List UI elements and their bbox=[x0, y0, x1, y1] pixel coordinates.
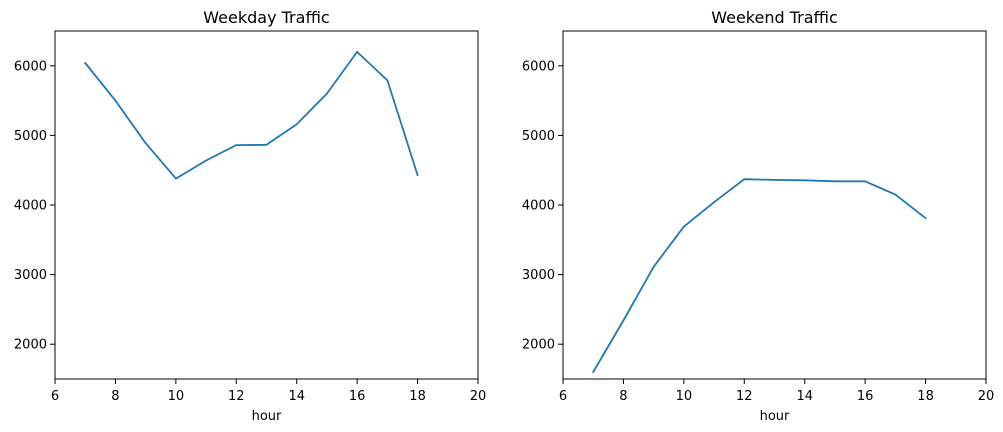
data-point bbox=[622, 319, 625, 322]
x-tick-label: 18 bbox=[409, 389, 426, 404]
y-tick-label: 4000 bbox=[14, 199, 47, 214]
data-point bbox=[144, 142, 147, 144]
data-point bbox=[592, 371, 595, 373]
x-tick-label: 12 bbox=[228, 389, 245, 404]
x-tick-label: 16 bbox=[857, 389, 874, 404]
x-tick-label: 10 bbox=[168, 389, 185, 404]
data-point bbox=[235, 144, 238, 147]
x-tick-label: 8 bbox=[111, 389, 119, 404]
x-axis-label: hour bbox=[252, 409, 282, 424]
x-axis-ticks: 6 8 10 12 14 16 18 20 bbox=[51, 379, 486, 404]
x-tick-label: 14 bbox=[796, 389, 813, 404]
data-point bbox=[682, 225, 685, 228]
series-line bbox=[592, 178, 927, 373]
data-point bbox=[295, 123, 298, 126]
weekend-traffic-chart: Weekend Traffic hour 6 8 10 12 14 16 18 20 2000… bbox=[522, 8, 994, 424]
y-tick-label: 6000 bbox=[14, 59, 47, 74]
data-point bbox=[205, 159, 207, 162]
data-point bbox=[174, 177, 177, 180]
chart-title: Weekend Traffic bbox=[711, 8, 838, 27]
x-axis-label: hour bbox=[760, 409, 790, 424]
data-point bbox=[265, 143, 268, 146]
y-tick-label: 2000 bbox=[14, 338, 47, 353]
x-tick-label: 6 bbox=[559, 389, 567, 404]
data-point bbox=[416, 174, 419, 176]
x-axis-ticks: 6 8 10 12 14 16 18 20 bbox=[559, 379, 994, 404]
data-point bbox=[84, 62, 87, 64]
x-tick-label: 16 bbox=[349, 389, 366, 404]
data-point bbox=[773, 179, 776, 181]
data-point bbox=[386, 79, 389, 82]
series-lines bbox=[592, 178, 927, 373]
y-tick-label: 2000 bbox=[522, 338, 555, 353]
y-tick-label: 5000 bbox=[14, 129, 47, 144]
data-point bbox=[894, 193, 897, 196]
y-axis-ticks: 2000 3000 4000 5000 6000 bbox=[522, 59, 563, 353]
series-line bbox=[84, 51, 419, 180]
x-tick-label: 20 bbox=[978, 389, 995, 404]
x-tick-label: 20 bbox=[470, 389, 487, 404]
y-tick-label: 6000 bbox=[522, 59, 555, 74]
data-point bbox=[713, 201, 715, 204]
data-point bbox=[356, 50, 359, 53]
weekday-traffic-chart: Weekday Traffic hour 6 8 10 12 14 16 18 20 2000… bbox=[14, 8, 486, 424]
data-point bbox=[326, 92, 328, 95]
y-axis-ticks: 2000 3000 4000 5000 6000 bbox=[14, 59, 55, 353]
series-lines bbox=[84, 50, 419, 180]
chart-title: Weekday Traffic bbox=[203, 8, 329, 27]
y-tick-label: 5000 bbox=[522, 129, 555, 144]
x-tick-label: 14 bbox=[288, 389, 305, 404]
data-point bbox=[743, 178, 746, 181]
data-point bbox=[652, 266, 655, 268]
x-tick-label: 6 bbox=[51, 389, 59, 404]
y-tick-label: 3000 bbox=[14, 268, 47, 283]
x-tick-label: 8 bbox=[619, 389, 627, 404]
data-point bbox=[924, 217, 927, 220]
x-tick-label: 18 bbox=[917, 389, 934, 404]
x-tick-label: 12 bbox=[736, 389, 753, 404]
x-tick-label: 10 bbox=[676, 389, 693, 404]
data-point bbox=[803, 179, 806, 182]
data-point bbox=[864, 180, 867, 183]
data-point bbox=[114, 99, 117, 102]
data-point bbox=[834, 180, 836, 183]
y-tick-label: 4000 bbox=[522, 199, 555, 214]
y-tick-label: 3000 bbox=[522, 268, 555, 283]
